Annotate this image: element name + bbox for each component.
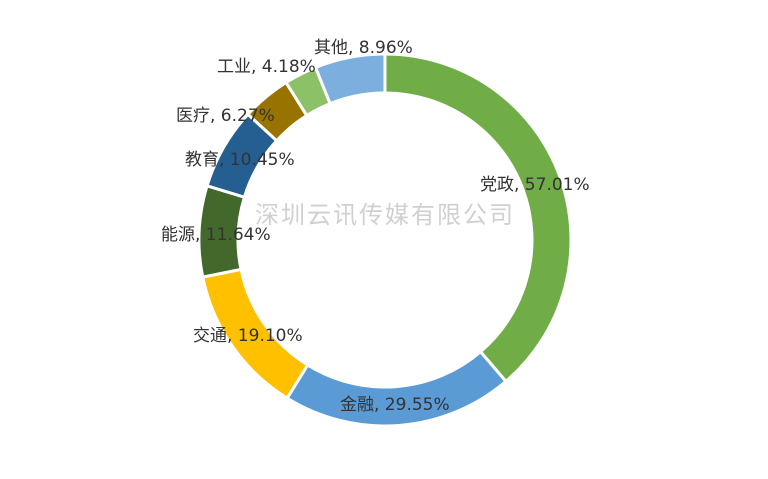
slice-label-5: 教育, 10.45%	[185, 150, 295, 170]
slices-layer	[197, 52, 573, 428]
slice-label-4: 能源, 11.64%	[161, 225, 271, 245]
slice-label-2: 金融, 29.55%	[340, 395, 450, 415]
slice-label-1: 党政, 57.01%	[480, 175, 590, 195]
labels-layer: 党政, 57.01% 金融, 29.55% 交通, 19.10% 能源, 11.64%…	[161, 38, 590, 415]
slice-label-7: 工业, 4.18%	[217, 57, 316, 77]
slice-label-6: 医疗, 6.27%	[176, 106, 275, 126]
watermark-text: 深圳云讯传媒有限公司	[255, 201, 515, 229]
slice-label-3: 交通, 19.10%	[193, 326, 303, 346]
slice-label-8: 其他, 8.96%	[314, 38, 413, 58]
donut-slice-8	[313, 52, 387, 106]
